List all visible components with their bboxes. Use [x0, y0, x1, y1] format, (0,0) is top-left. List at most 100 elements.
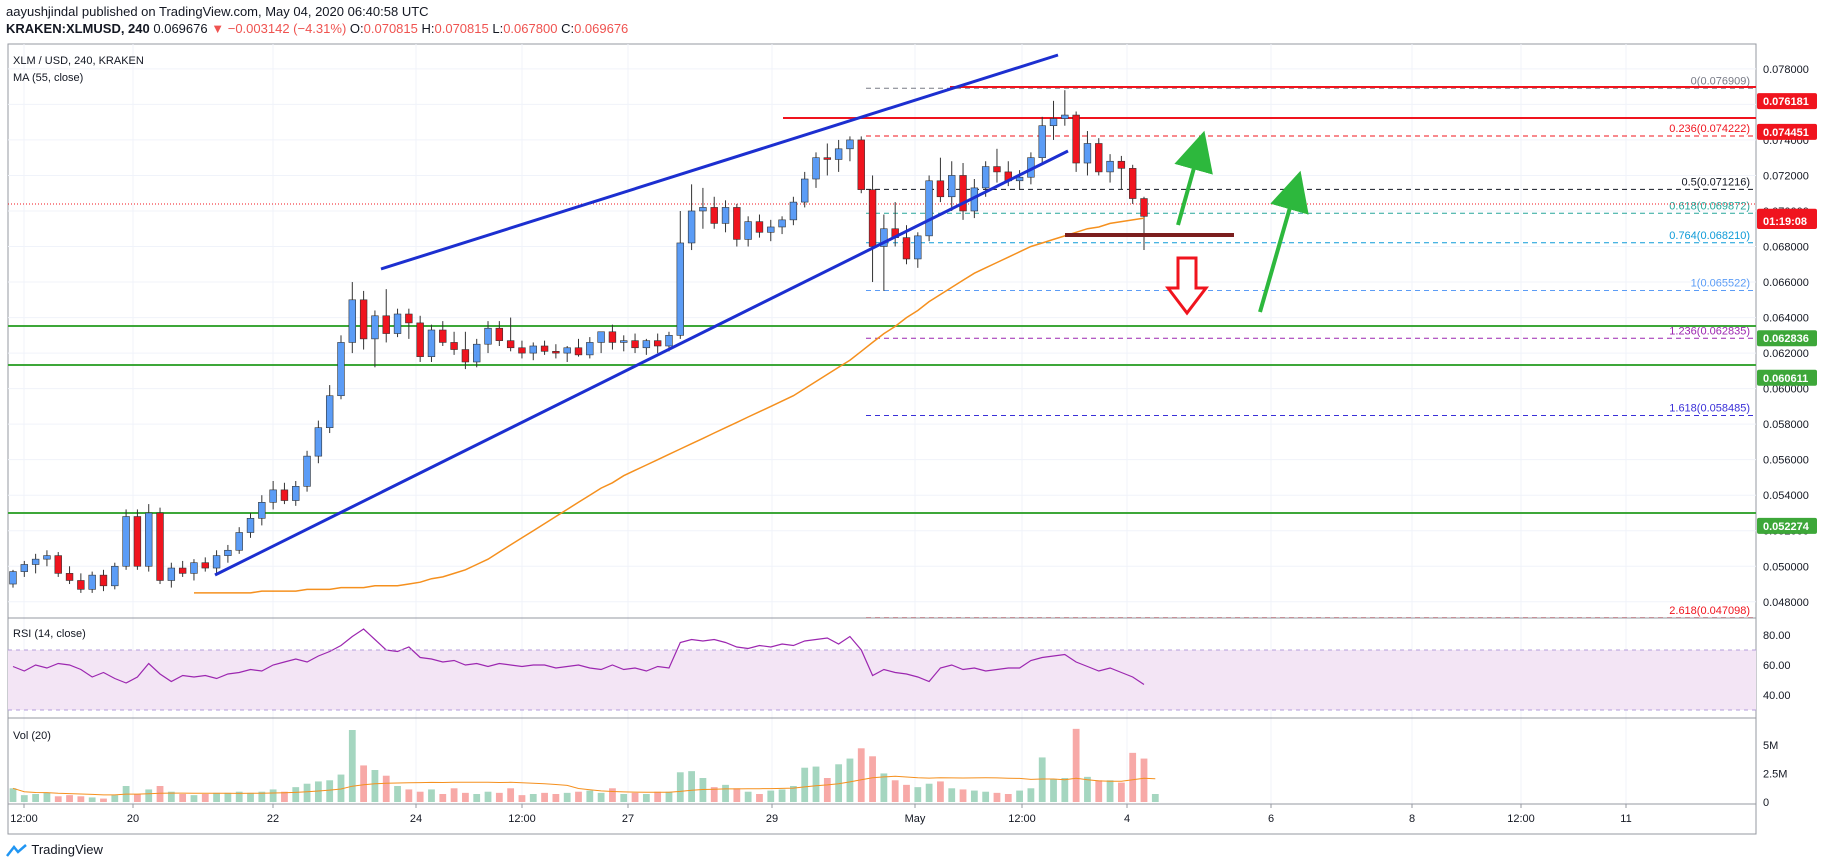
candle-body — [834, 148, 843, 160]
green-up-arrow-large[interactable] — [1258, 170, 1309, 313]
price-badges: 0.0761810.0744510.06967601:19:080.062836… — [1757, 93, 1817, 534]
author-name[interactable]: aayushjindal — [6, 4, 79, 19]
candle-body — [631, 340, 639, 349]
candle — [1015, 170, 1024, 190]
volume-bar — [665, 791, 673, 802]
candle-body — [506, 340, 515, 349]
candle — [178, 560, 187, 577]
volume-bar — [281, 791, 288, 802]
volume-bar — [32, 794, 40, 802]
candle-body — [540, 345, 549, 352]
fib-level-label: 0.236(0.074222) — [1669, 123, 1750, 135]
candle-body — [190, 562, 198, 574]
candle-body — [461, 349, 470, 363]
candle — [676, 210, 684, 339]
candle-body — [914, 235, 922, 260]
candle — [450, 331, 458, 355]
candle-body — [518, 347, 526, 354]
green-up-arrow-small[interactable] — [1174, 130, 1213, 226]
candle — [880, 214, 888, 291]
volume-axis-label: 0 — [1763, 797, 1769, 809]
time-axis-label: 12:00 — [508, 813, 536, 825]
volume-bar — [303, 783, 311, 802]
candle-body — [902, 237, 911, 260]
candle — [88, 571, 96, 593]
price-axis[interactable]: 0.0780000.0760000.0740000.0720000.070000… — [1763, 64, 1809, 809]
fib-level-label: 2.618(0.047098) — [1669, 605, 1750, 617]
candle — [948, 161, 956, 211]
price-badge: 0.060611 — [1757, 369, 1817, 386]
low-label: L: — [492, 21, 504, 36]
candle-body — [642, 340, 651, 349]
candle — [1128, 164, 1137, 204]
candle — [393, 308, 402, 338]
brand-name: TradingView — [31, 842, 103, 857]
volume-bar — [190, 795, 198, 802]
candle — [518, 340, 526, 359]
candle — [574, 338, 583, 357]
volume-bar — [1004, 794, 1012, 802]
volume-bar — [213, 792, 220, 802]
volume-bar — [1151, 794, 1159, 802]
candle-body — [846, 139, 854, 150]
candle — [314, 420, 323, 464]
candle-body — [1083, 143, 1092, 164]
drawings — [214, 53, 1309, 577]
volume-bar — [869, 756, 876, 802]
volume-bar — [43, 792, 51, 802]
candle — [597, 331, 605, 354]
time-axis-label: 24 — [410, 813, 422, 825]
candle-body — [65, 573, 74, 581]
candle — [65, 566, 74, 585]
candle-body — [857, 139, 865, 190]
candle — [1140, 196, 1148, 251]
channel-upper-line[interactable] — [380, 53, 1059, 271]
chart-legend-title: XLM / USD, 240, KRAKEN — [13, 55, 144, 67]
candle-body — [20, 564, 29, 572]
candle-body — [1117, 160, 1126, 169]
volume-bar — [586, 790, 594, 802]
candle — [77, 573, 85, 593]
svg-text:01:19:08: 01:19:08 — [1763, 216, 1807, 228]
time-axis[interactable]: 12:00 20 22 24 12:00 27 29 May 12:00 4 6 8 12:00 11 — [10, 804, 1632, 825]
volume-bar — [722, 784, 729, 802]
volume-bar — [495, 792, 503, 802]
candle — [99, 569, 108, 592]
candle-body — [653, 340, 662, 347]
red-down-arrow[interactable] — [1164, 256, 1210, 316]
time-axis-label: 22 — [267, 813, 279, 825]
candle — [145, 504, 153, 572]
volume-pane — [8, 717, 1756, 802]
price-axis-label: 0.064000 — [1763, 313, 1809, 325]
price-badge: 01:19:08 — [1757, 213, 1817, 229]
close-value: 0.069676 — [574, 21, 629, 36]
volume-bar — [688, 771, 695, 802]
candle-body — [1140, 198, 1148, 217]
candle-body — [450, 342, 458, 350]
fib-levels: 0(0.076909) 0.236(0.074222) 0.5(0.071216) 0… — [866, 75, 1756, 619]
candle — [269, 480, 277, 510]
volume-bar — [1061, 778, 1069, 802]
time-axis-label: 11 — [1620, 813, 1631, 825]
candle-body — [981, 166, 990, 189]
channel-lower-line[interactable] — [214, 149, 1069, 577]
candle — [631, 333, 639, 354]
volume-bar — [145, 789, 153, 802]
volume-bar — [575, 791, 582, 802]
price-badge: 0.052274 — [1757, 517, 1817, 534]
candle-body — [133, 516, 142, 567]
candle-body — [292, 486, 300, 501]
candle-body — [676, 242, 684, 336]
candle — [484, 321, 492, 354]
candle — [439, 321, 447, 346]
volume-bar — [201, 794, 209, 802]
brand-footer[interactable]: TradingView — [6, 842, 103, 858]
volume-bar — [812, 766, 820, 802]
candle — [461, 331, 470, 370]
volume-bar — [484, 791, 492, 802]
candle-body — [393, 313, 402, 334]
price-change: −0.003142 (−4.31%) — [227, 21, 347, 36]
time-axis-label: 27 — [622, 813, 634, 825]
volume-ma-line — [12, 775, 1156, 796]
